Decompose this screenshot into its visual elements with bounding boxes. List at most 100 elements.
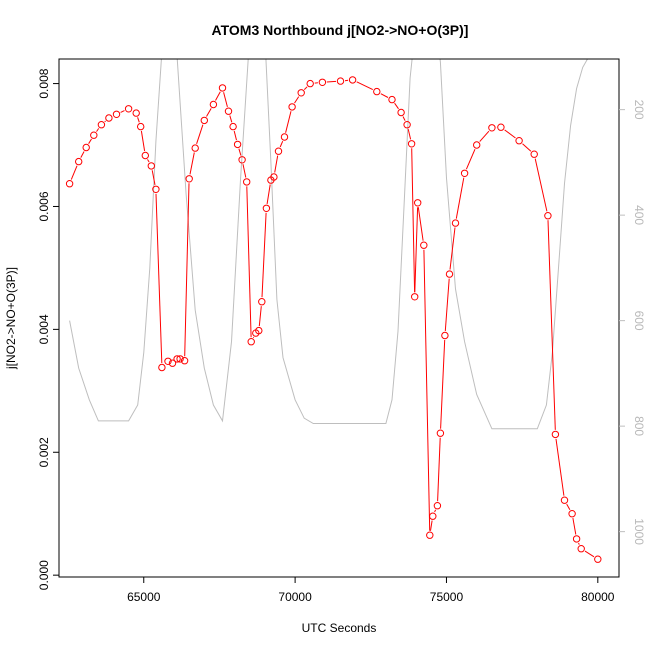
data-point	[297, 89, 305, 97]
j-line-segment	[223, 92, 228, 108]
x-tick-label: 70000	[278, 590, 312, 604]
data-point	[577, 545, 585, 553]
data-point	[176, 355, 184, 363]
data-point	[397, 108, 405, 117]
data-point	[426, 531, 434, 539]
j-line-segment	[189, 152, 195, 175]
j-line-segment	[70, 165, 78, 180]
data-point	[97, 121, 106, 129]
x-axis-label: UTC Seconds	[302, 621, 377, 635]
y-tick-label: 0.002	[37, 437, 51, 467]
j-line-segment	[80, 151, 85, 158]
j-line-segment	[444, 278, 450, 332]
data-point	[75, 157, 83, 166]
y-axis: 0.000 0.002 0.004 0.006 0.008	[37, 68, 59, 590]
data-point	[436, 429, 445, 437]
data-point	[414, 199, 422, 207]
j-line-segment	[407, 128, 412, 140]
data-point	[544, 212, 552, 220]
j-line-segment	[147, 159, 150, 163]
data-point	[572, 535, 581, 543]
j-line-segment	[184, 183, 190, 357]
j-line-segment	[266, 184, 271, 204]
j-line-segment	[547, 220, 556, 430]
j-line-segment	[430, 520, 433, 531]
right-axis: 200 400 600 800 1000	[619, 100, 646, 545]
data-point	[158, 363, 166, 372]
j-line-segment	[285, 111, 292, 133]
j-line-segment	[465, 149, 476, 170]
data-point	[388, 95, 396, 104]
j-line-segment	[279, 141, 284, 148]
data-point	[451, 219, 460, 227]
data-point	[270, 173, 278, 181]
data-point	[348, 76, 357, 84]
data-point	[515, 137, 523, 145]
data-point	[530, 150, 538, 158]
data-point	[258, 298, 266, 306]
data-point	[560, 496, 569, 504]
j-line-segment	[380, 93, 389, 98]
data-point	[306, 79, 314, 88]
data-point	[132, 109, 140, 117]
data-point	[288, 103, 296, 111]
data-point	[373, 87, 381, 96]
data-point	[473, 141, 481, 149]
x-tick-label: 80000	[581, 590, 615, 604]
j-line-segment	[274, 155, 279, 173]
data-point	[336, 77, 345, 85]
j-line-segment	[246, 186, 252, 338]
data-point	[173, 355, 181, 363]
j-line-segment	[504, 129, 516, 139]
data-point	[105, 114, 113, 122]
j-line-segment	[437, 437, 441, 502]
j-line-segment	[534, 158, 548, 212]
chart-title: ATOM3 Northbound j[NO2->NO+O(3P)]	[212, 22, 469, 38]
j-line-segment	[140, 130, 146, 152]
data-point	[141, 151, 150, 160]
pressure-line	[69, 59, 589, 430]
data-point	[429, 512, 437, 520]
data-point	[594, 555, 602, 563]
data-point	[180, 357, 189, 365]
j-line-segment	[411, 148, 416, 293]
y-tick-label: 0.008	[37, 68, 51, 98]
j-line-segment	[206, 108, 212, 117]
data-point	[568, 510, 576, 518]
data-point	[420, 241, 428, 249]
data-point	[152, 185, 160, 194]
right-tick-label: 600	[632, 311, 646, 331]
j-line-segment	[233, 130, 237, 141]
j-line-segment	[294, 96, 300, 104]
data-point	[433, 502, 442, 510]
data-point	[224, 107, 233, 115]
j-line-segment	[572, 518, 577, 535]
j-line-segment	[88, 138, 92, 144]
j-line-segment	[522, 143, 532, 152]
data-point	[403, 121, 411, 129]
j-line-segment	[137, 117, 140, 123]
j-line-segment	[120, 110, 125, 113]
data-point	[112, 110, 121, 119]
j-line-segment	[414, 207, 419, 293]
j-line-segment	[242, 164, 247, 178]
plot-area	[58, 58, 620, 578]
data-point	[209, 100, 218, 109]
y-axis-label: j[NO2->NO+O(3P)]	[4, 267, 18, 370]
y-tick-label: 0.000	[37, 560, 51, 590]
j-line-segment	[229, 115, 233, 123]
data-point	[238, 156, 246, 164]
data-point	[229, 122, 237, 131]
j-line-segment	[151, 170, 156, 185]
j-line-segment	[584, 550, 595, 558]
data-point	[445, 270, 454, 278]
data-point	[65, 180, 74, 188]
data-point	[274, 147, 283, 155]
j-line-segment	[155, 193, 163, 364]
pressure-series	[69, 59, 589, 430]
plot-frame	[58, 58, 620, 578]
data-point	[247, 338, 255, 346]
y-tick-label: 0.006	[37, 191, 51, 221]
data-point	[243, 178, 251, 186]
j-line-segment	[417, 207, 424, 241]
